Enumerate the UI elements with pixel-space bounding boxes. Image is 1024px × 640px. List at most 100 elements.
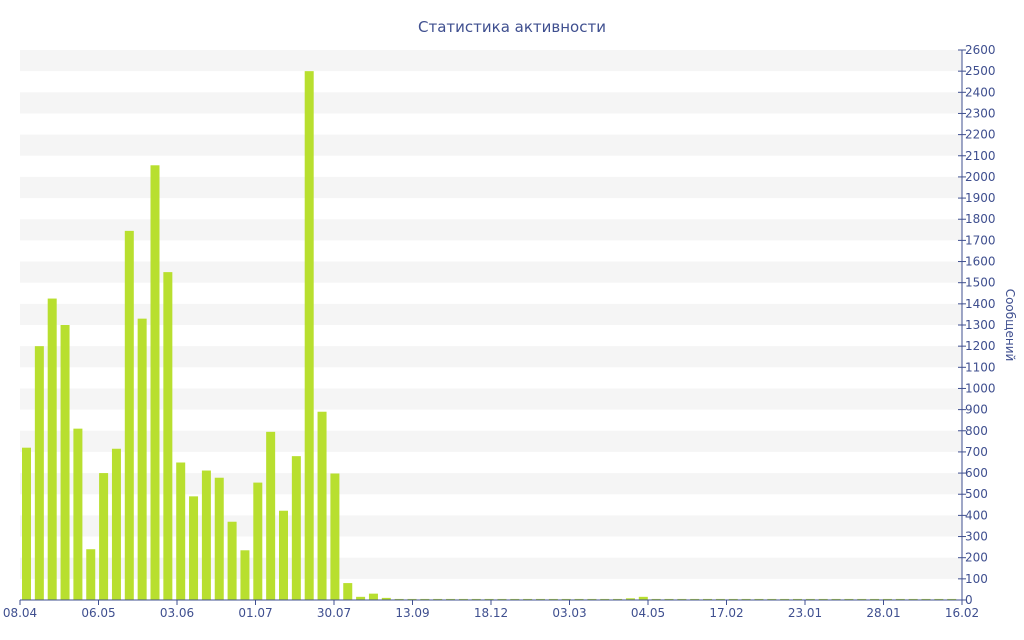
bar (754, 598, 764, 600)
bar (137, 318, 147, 600)
bar (446, 598, 456, 600)
y-tick-label: 2600 (965, 43, 996, 57)
bar (34, 346, 44, 600)
grid-band (20, 557, 962, 579)
y-tick-label: 400 (965, 508, 988, 522)
bar (22, 447, 31, 600)
bar (947, 598, 957, 600)
y-tick-label: 900 (965, 403, 988, 417)
bar (317, 411, 327, 600)
bar (214, 477, 224, 600)
bar (330, 473, 340, 600)
grid-band (20, 92, 962, 114)
grid-band (20, 50, 962, 72)
bar (343, 583, 353, 600)
x-tick-label: 03.03 (552, 606, 586, 620)
bar (600, 598, 610, 600)
bar (163, 272, 173, 600)
bar (279, 510, 288, 600)
y-axis-label: Сообщений (1003, 289, 1017, 362)
x-tick-label: 28.01 (866, 606, 900, 620)
grid-band (20, 430, 962, 452)
x-tick-label: 06.05 (81, 606, 115, 620)
bar (523, 598, 533, 600)
x-tick-label: 18.12 (474, 606, 508, 620)
bar (240, 550, 250, 600)
bar (356, 596, 366, 600)
bar (47, 298, 57, 600)
bar (176, 462, 186, 600)
bar (111, 448, 121, 600)
bar (407, 598, 417, 600)
x-tick-label: 23.01 (788, 606, 822, 620)
bar (805, 598, 815, 600)
y-tick-label: 1200 (965, 339, 996, 353)
grid-band (20, 176, 962, 199)
bar (433, 598, 443, 600)
grid-band (20, 134, 962, 156)
y-tick-label: 2100 (965, 149, 996, 163)
y-tick-label: 1300 (965, 318, 996, 332)
grid-band (20, 261, 962, 283)
bar (921, 598, 931, 600)
y-tick-label: 2500 (965, 64, 996, 78)
bar (73, 428, 83, 600)
grid-band (20, 515, 962, 537)
grid-band (20, 473, 962, 495)
bar (638, 596, 648, 600)
bar (677, 598, 687, 600)
x-tick-label: 17.02 (709, 606, 743, 620)
bar (368, 593, 378, 600)
y-tick-label: 1400 (965, 297, 996, 311)
bar (934, 598, 944, 600)
bar (266, 431, 276, 600)
grid-band (20, 303, 962, 325)
y-tick-label: 1800 (965, 212, 996, 226)
bar (60, 325, 70, 600)
grid-band (20, 388, 962, 410)
bar (484, 598, 494, 600)
y-tick-label: 700 (965, 445, 988, 459)
bar (882, 598, 892, 600)
bar (613, 598, 623, 600)
bar (420, 598, 430, 600)
bar (625, 598, 635, 600)
bar (124, 230, 134, 600)
bar (471, 598, 481, 600)
bar (908, 598, 918, 600)
bar (728, 598, 738, 600)
bar (99, 473, 109, 600)
grid-band (20, 346, 962, 368)
x-tick-label: 03.06 (160, 606, 194, 620)
y-tick-label: 2200 (965, 128, 996, 142)
bar (381, 597, 391, 600)
bar (394, 598, 404, 600)
bar (497, 598, 507, 600)
bar (510, 598, 520, 600)
y-tick-label: 100 (965, 572, 988, 586)
bar (664, 598, 674, 600)
bar (587, 598, 597, 600)
y-tick-label: 800 (965, 424, 988, 438)
grid-band (20, 219, 962, 241)
bar (304, 71, 314, 600)
bar (767, 598, 777, 600)
y-tick-label: 1700 (965, 233, 996, 247)
bar (793, 598, 802, 600)
bar (253, 482, 263, 600)
y-tick-label: 2300 (965, 106, 996, 120)
y-tick-label: 500 (965, 487, 988, 501)
bar (458, 598, 468, 600)
y-tick-label: 2000 (965, 170, 996, 184)
y-tick-label: 300 (965, 530, 988, 544)
y-tick-label: 200 (965, 551, 988, 565)
bar (715, 598, 725, 600)
chart-title: Статистика активности (418, 18, 606, 36)
bar (741, 598, 751, 600)
bar (690, 598, 700, 600)
x-tick-label: 01.07 (238, 606, 272, 620)
x-tick-label: 16.02 (945, 606, 979, 620)
bar (780, 598, 790, 600)
y-tick-label: 2400 (965, 85, 996, 99)
